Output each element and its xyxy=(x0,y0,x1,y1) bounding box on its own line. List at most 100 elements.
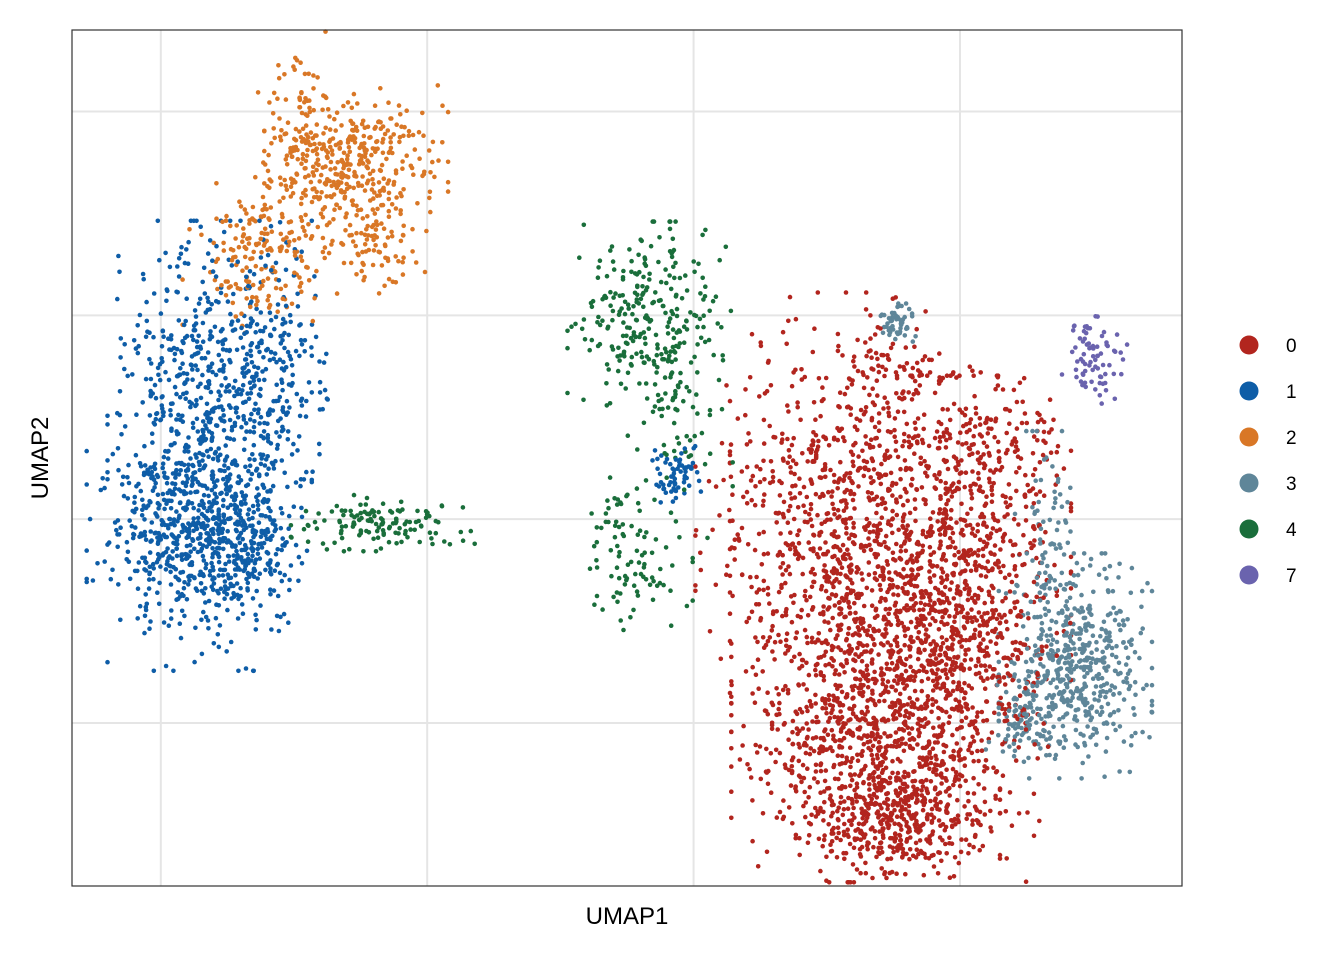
point-cluster-1 xyxy=(226,403,232,408)
point-cluster-0 xyxy=(846,626,852,631)
point-cluster-0 xyxy=(898,544,904,549)
point-cluster-2 xyxy=(370,262,376,268)
point-cluster-3 xyxy=(1049,642,1054,647)
point-cluster-0 xyxy=(898,494,903,500)
point-cluster-0 xyxy=(981,769,987,774)
point-cluster-0 xyxy=(883,626,888,632)
point-cluster-0 xyxy=(902,512,907,517)
point-cluster-1 xyxy=(186,239,191,245)
point-cluster-1 xyxy=(152,382,158,388)
point-cluster-3 xyxy=(880,330,886,336)
point-cluster-0 xyxy=(732,537,738,542)
point-cluster-4 xyxy=(692,433,697,439)
point-cluster-0 xyxy=(838,499,844,504)
point-cluster-0 xyxy=(965,611,970,616)
point-cluster-4 xyxy=(670,327,676,332)
point-cluster-0 xyxy=(750,664,755,670)
point-cluster-0 xyxy=(774,815,780,820)
point-cluster-1 xyxy=(190,462,195,468)
point-cluster-4 xyxy=(695,342,700,347)
point-cluster-0 xyxy=(750,691,755,696)
point-cluster-0 xyxy=(872,676,878,682)
point-cluster-3 xyxy=(1094,647,1099,652)
point-cluster-0 xyxy=(989,829,994,834)
point-cluster-0 xyxy=(1008,609,1013,615)
point-cluster-2 xyxy=(398,208,404,213)
point-cluster-2 xyxy=(381,226,387,231)
point-cluster-1 xyxy=(289,363,295,368)
point-cluster-0 xyxy=(915,416,921,421)
point-cluster-3 xyxy=(1039,632,1044,638)
point-cluster-2 xyxy=(328,144,333,150)
point-cluster-3 xyxy=(1055,479,1061,485)
point-cluster-0 xyxy=(1009,823,1015,828)
point-cluster-1 xyxy=(252,560,258,566)
point-cluster-2 xyxy=(415,201,420,206)
point-cluster-4 xyxy=(348,508,354,514)
point-cluster-1 xyxy=(184,445,189,450)
point-cluster-2 xyxy=(329,183,335,189)
point-cluster-0 xyxy=(971,758,976,764)
point-cluster-0 xyxy=(744,619,749,625)
point-cluster-0 xyxy=(1068,505,1074,511)
point-cluster-0 xyxy=(785,460,791,466)
point-cluster-0 xyxy=(1068,569,1074,574)
point-cluster-0 xyxy=(855,758,861,763)
point-cluster-3 xyxy=(1149,710,1155,715)
point-cluster-3 xyxy=(1032,614,1037,620)
point-cluster-3 xyxy=(1102,638,1107,643)
point-cluster-1 xyxy=(228,311,233,317)
point-cluster-7 xyxy=(1074,374,1079,380)
point-cluster-2 xyxy=(275,96,280,101)
point-cluster-0 xyxy=(1068,586,1074,591)
point-cluster-2 xyxy=(307,109,313,115)
point-cluster-1 xyxy=(154,411,160,416)
point-cluster-1 xyxy=(167,563,172,568)
point-cluster-1 xyxy=(160,491,166,497)
point-cluster-0 xyxy=(940,375,946,381)
point-cluster-2 xyxy=(394,195,399,200)
point-cluster-0 xyxy=(940,592,946,598)
point-cluster-1 xyxy=(256,407,261,412)
point-cluster-4 xyxy=(357,533,362,538)
point-cluster-2 xyxy=(214,216,219,221)
point-cluster-1 xyxy=(247,380,253,386)
point-cluster-1 xyxy=(172,384,178,390)
point-cluster-2 xyxy=(311,73,316,78)
point-cluster-0 xyxy=(983,501,989,507)
point-cluster-0 xyxy=(982,663,988,668)
point-cluster-0 xyxy=(855,591,860,597)
point-cluster-0 xyxy=(829,839,835,844)
point-cluster-0 xyxy=(908,619,914,625)
point-cluster-3 xyxy=(1047,517,1053,523)
point-cluster-0 xyxy=(873,350,879,356)
point-cluster-0 xyxy=(1018,456,1024,461)
point-cluster-0 xyxy=(1032,467,1038,472)
point-cluster-3 xyxy=(1068,485,1073,491)
point-cluster-2 xyxy=(253,302,259,308)
point-cluster-0 xyxy=(847,610,853,616)
point-cluster-0 xyxy=(735,532,740,537)
point-cluster-0 xyxy=(922,602,928,607)
point-cluster-1 xyxy=(159,522,165,528)
point-cluster-4 xyxy=(347,546,352,552)
point-cluster-0 xyxy=(894,391,899,396)
point-cluster-4 xyxy=(644,530,649,535)
point-cluster-0 xyxy=(895,592,901,598)
point-cluster-3 xyxy=(1044,737,1049,742)
point-cluster-0 xyxy=(812,572,817,577)
point-cluster-2 xyxy=(341,103,346,109)
point-cluster-2 xyxy=(241,226,246,231)
point-cluster-0 xyxy=(886,611,891,617)
point-cluster-4 xyxy=(372,513,377,519)
point-cluster-2 xyxy=(400,166,405,171)
point-cluster-0 xyxy=(933,656,939,661)
point-cluster-0 xyxy=(876,815,881,820)
point-cluster-2 xyxy=(380,202,386,208)
point-cluster-0 xyxy=(930,660,936,665)
point-cluster-0 xyxy=(858,870,863,876)
point-cluster-1 xyxy=(210,409,216,414)
point-cluster-0 xyxy=(753,742,758,748)
point-cluster-1 xyxy=(245,512,251,517)
